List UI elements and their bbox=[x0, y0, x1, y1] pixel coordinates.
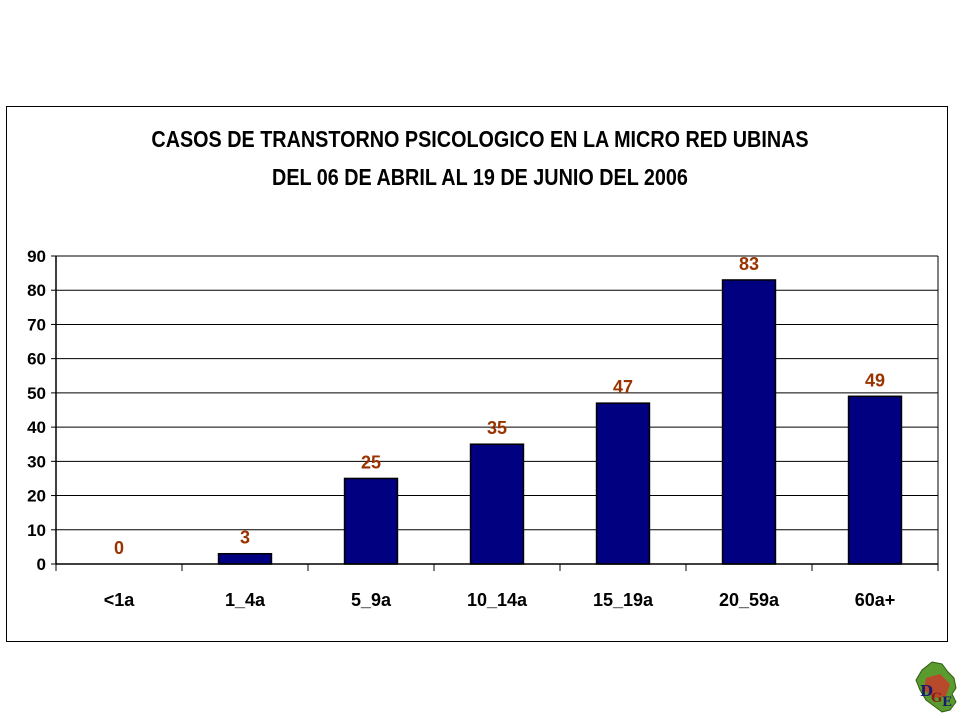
y-tick-label: 50 bbox=[27, 384, 46, 403]
x-tick-label: 60a+ bbox=[855, 590, 896, 610]
data-label: 0 bbox=[114, 538, 124, 558]
data-label: 83 bbox=[739, 254, 759, 274]
data-label: 35 bbox=[487, 418, 507, 438]
bar bbox=[217, 552, 273, 565]
y-tick-label: 40 bbox=[27, 418, 46, 437]
y-tick-label: 0 bbox=[37, 555, 46, 574]
data-label: 49 bbox=[865, 370, 885, 390]
bars bbox=[217, 279, 903, 565]
chart-subtitle: DEL 06 DE ABRIL AL 19 DE JUNIO DEL 2006 bbox=[272, 164, 688, 190]
logo-letter-d: D bbox=[920, 682, 933, 700]
data-label: 3 bbox=[240, 528, 250, 548]
data-label: 47 bbox=[613, 377, 633, 397]
y-tick-label: 70 bbox=[27, 315, 46, 334]
axes bbox=[51, 255, 939, 571]
bar bbox=[469, 443, 525, 565]
bar bbox=[343, 477, 399, 565]
labels: 0 10 20 30 40 50 60 70 80 90 0 <1a 3 1_4a 25 5_9a 35 10_1… bbox=[27, 247, 895, 610]
x-tick-label: <1a bbox=[104, 590, 136, 610]
y-tick-label: 10 bbox=[27, 521, 46, 540]
chart-title: CASOS DE TRANSTORNO PSICOLOGICO EN LA MI… bbox=[151, 126, 809, 152]
bar bbox=[595, 402, 651, 565]
data-label: 25 bbox=[361, 452, 381, 472]
y-tick-label: 90 bbox=[27, 247, 46, 266]
logo-letter-e: E bbox=[942, 695, 952, 710]
x-tick-label: 1_4a bbox=[225, 590, 266, 610]
x-tick-label: 15_19a bbox=[593, 590, 654, 610]
y-tick-label: 60 bbox=[27, 350, 46, 369]
x-tick-label: 10_14a bbox=[467, 590, 528, 610]
bar bbox=[847, 395, 903, 565]
peru-map-logo-icon: D G E bbox=[915, 661, 957, 713]
logo-letter-g: G bbox=[931, 691, 942, 706]
x-tick-label: 5_9a bbox=[351, 590, 392, 610]
y-tick-label: 30 bbox=[27, 452, 46, 471]
y-tick-label: 80 bbox=[27, 281, 46, 300]
bar bbox=[721, 279, 777, 565]
y-tick-label: 20 bbox=[27, 487, 46, 506]
x-tick-label: 20_59a bbox=[719, 590, 780, 610]
